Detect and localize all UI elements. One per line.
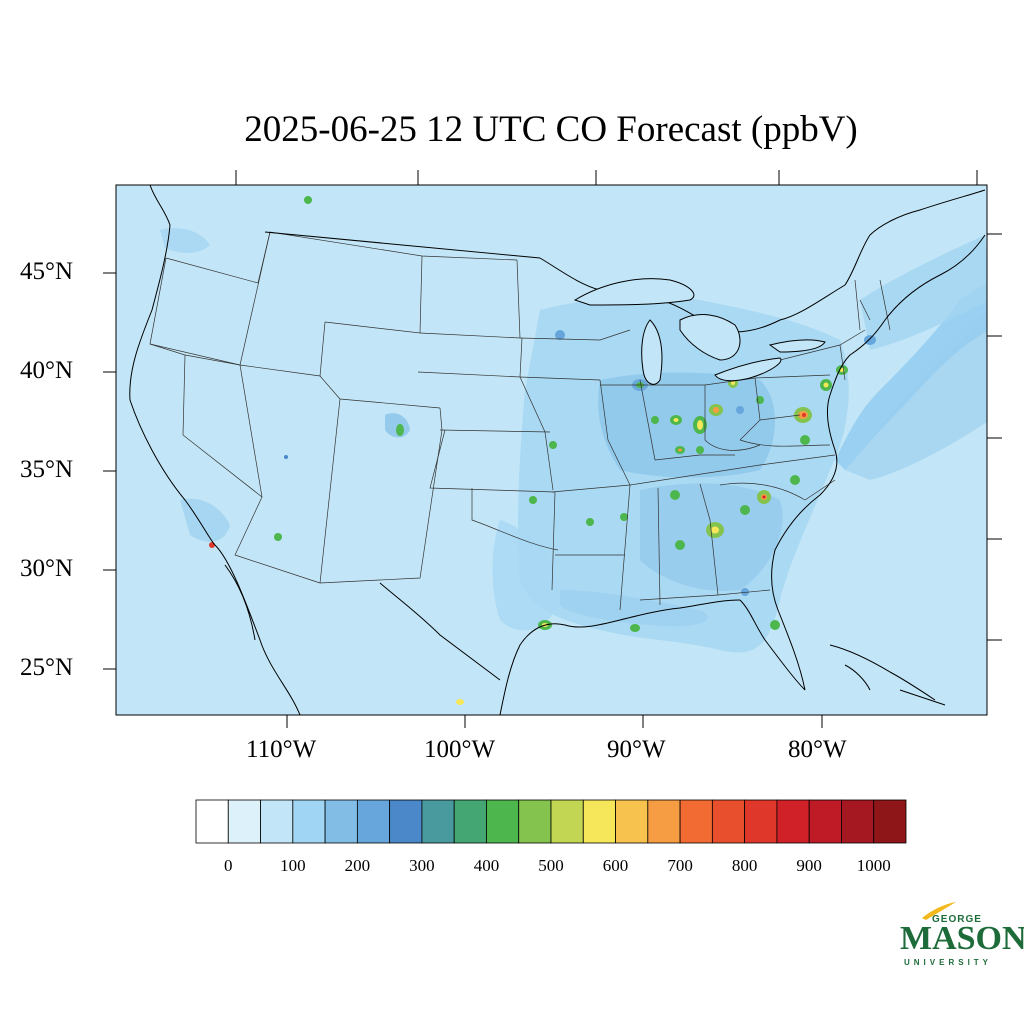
george-mason-logo: GEORGE MASON UNIVERSITY bbox=[898, 900, 1024, 970]
colorbar bbox=[195, 799, 907, 844]
colorbar-swatch bbox=[582, 799, 616, 844]
lat-label-35n: 35°N bbox=[20, 456, 74, 483]
right-ticks bbox=[987, 233, 1002, 641]
colorbar-swatch bbox=[195, 799, 229, 844]
lat-label-25n: 25°N bbox=[20, 654, 74, 681]
colorbar-tick-label: 200 bbox=[344, 856, 371, 875]
logo-flame-icon bbox=[922, 902, 956, 920]
lon-label-100w: 100°W bbox=[424, 736, 496, 763]
colorbar-tick-label: 900 bbox=[796, 856, 822, 875]
colorbar-swatch bbox=[550, 799, 584, 844]
colorbar-tick-label: 100 bbox=[280, 856, 306, 875]
lon-label-80w: 80°W bbox=[788, 736, 847, 763]
east-coast-plume bbox=[835, 282, 987, 470]
colorbar-swatch bbox=[841, 799, 875, 844]
lat-label-30n: 30°N bbox=[20, 555, 74, 582]
colorbar-swatch bbox=[453, 799, 487, 844]
ohio-valley-elevated bbox=[598, 372, 775, 478]
socal-elevated bbox=[180, 498, 230, 542]
colorbar-swatch bbox=[356, 799, 391, 844]
lon-label-90w: 90°W bbox=[607, 736, 666, 763]
logo-mason: MASON bbox=[900, 920, 1024, 957]
colorbar-swatch bbox=[808, 799, 842, 844]
texas-elevated bbox=[492, 520, 560, 631]
pacific-nw-elevated bbox=[160, 228, 210, 253]
bottom-ticks bbox=[286, 715, 823, 728]
logo-george: GEORGE bbox=[932, 914, 982, 925]
colorbar-tick-label: 400 bbox=[473, 856, 500, 875]
map-title: 2025-06-25 12 UTC CO Forecast (ppbV) bbox=[244, 109, 858, 150]
colorbar-swatch bbox=[647, 799, 681, 844]
colorbar-swatch bbox=[324, 799, 358, 844]
colorbar-swatch bbox=[421, 799, 455, 844]
colorbar-swatch bbox=[292, 799, 326, 844]
colorbar-tick-label: 0 bbox=[224, 856, 233, 875]
northeast-plume bbox=[860, 235, 987, 350]
colorbar-tick-label: 300 bbox=[409, 856, 435, 875]
great-lakes bbox=[573, 278, 826, 385]
state-boundaries bbox=[149, 231, 891, 611]
colorbar-swatch bbox=[227, 799, 261, 844]
left-ticks bbox=[103, 272, 116, 670]
bahamas-cuba bbox=[829, 644, 946, 706]
colorbar-swatch bbox=[744, 799, 778, 844]
colorbar-tick-label: 700 bbox=[667, 856, 693, 875]
lat-label-45n: 45°N bbox=[20, 258, 74, 285]
lat-label-40n: 40°N bbox=[20, 357, 74, 384]
colorbar-tick-label: 800 bbox=[731, 856, 758, 875]
colorbar-swatch bbox=[679, 799, 713, 844]
colorbar-tick-label: 500 bbox=[538, 856, 564, 875]
colorbar-tick-label: 600 bbox=[602, 856, 629, 875]
gulf-coast-elevated bbox=[560, 590, 708, 627]
colorbar-tick-label: 1000 bbox=[856, 856, 891, 875]
colorbar-swatch bbox=[389, 799, 423, 844]
colorbar-swatch bbox=[776, 799, 810, 844]
logo-university: UNIVERSITY bbox=[904, 958, 993, 967]
lon-label-110w: 110°W bbox=[246, 736, 317, 763]
colorbar-swatch bbox=[260, 799, 294, 844]
colorbar-swatch bbox=[615, 799, 649, 844]
colorbar-swatch bbox=[486, 799, 520, 844]
map-frame bbox=[115, 184, 988, 716]
colorbar-swatch bbox=[873, 799, 907, 844]
colorbar-swatch bbox=[518, 799, 552, 844]
colorbar-swatch bbox=[711, 799, 746, 844]
top-ticks bbox=[235, 170, 978, 185]
